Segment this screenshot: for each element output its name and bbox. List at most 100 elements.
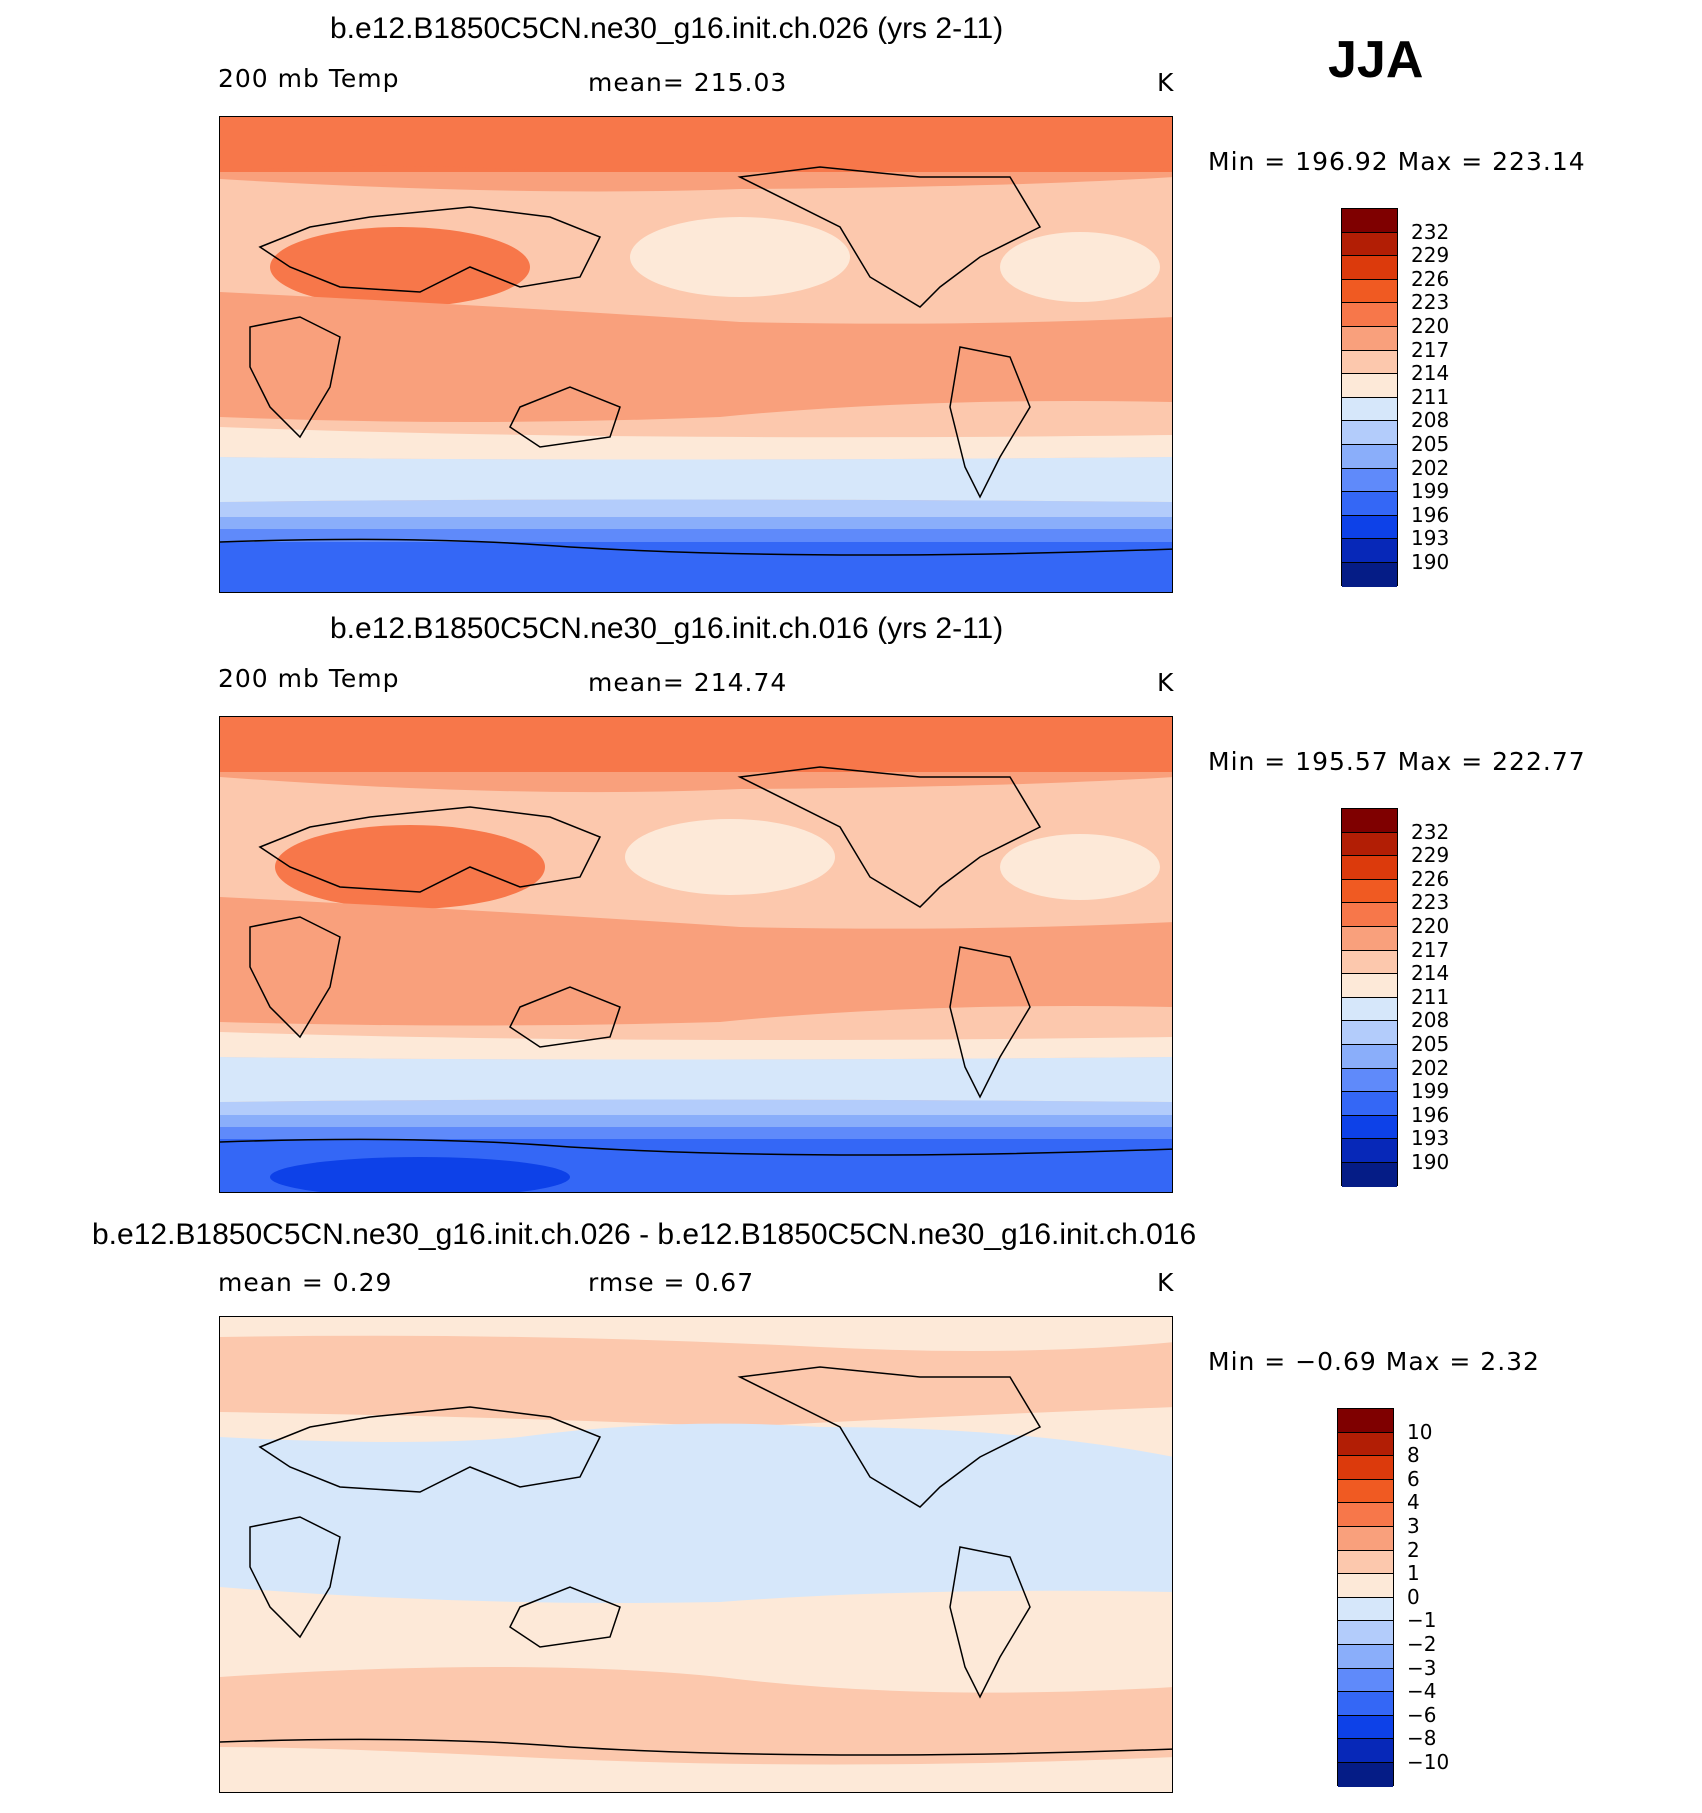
colorbar-tick-label: 208	[1411, 408, 1450, 433]
colorbar-swatch	[1342, 1162, 1397, 1187]
colorbar-swatch	[1342, 950, 1397, 975]
panel-3-mean-label: mean = 0.29	[218, 1268, 393, 1297]
colorbar-swatch	[1342, 903, 1397, 927]
colorbar-swatch	[1342, 256, 1397, 280]
panel-2-contour-field	[220, 717, 1172, 1192]
colorbar-swatch	[1338, 1692, 1393, 1716]
colorbar-swatch	[1338, 1621, 1393, 1645]
colorbar-swatch	[1342, 1115, 1397, 1140]
colorbar-tick-label: 205	[1411, 432, 1450, 456]
panel-1-contour-field	[220, 117, 1172, 592]
colorbar-swatch	[1338, 1479, 1393, 1504]
panel-1-map	[219, 116, 1173, 593]
panel-3-title: b.e12.B1850C5CN.ne30_g16.init.ch.026 - b…	[92, 1218, 1197, 1251]
colorbar-swatch	[1338, 1762, 1393, 1787]
colorbar-swatch	[1342, 350, 1397, 375]
panel-2-colorbar	[1341, 808, 1398, 1187]
colorbar-tick-label: 1	[1407, 1561, 1420, 1586]
colorbar-swatch	[1338, 1715, 1393, 1740]
panel-3-min-max: Min = −0.69 Max = 2.32	[1208, 1347, 1540, 1376]
colorbar-swatch	[1342, 326, 1397, 351]
colorbar-tick-label: 220	[1411, 314, 1450, 338]
colorbar-swatch	[1338, 1739, 1393, 1763]
colorbar-tick-label: −6	[1407, 1702, 1437, 1727]
colorbar-tick-label: 205	[1411, 1032, 1450, 1056]
colorbar-swatch	[1342, 232, 1397, 257]
colorbar-tick-label: 8	[1407, 1443, 1420, 1468]
colorbar-tick-label: 214	[1411, 361, 1450, 386]
panel-3-map	[219, 1316, 1173, 1793]
colorbar-swatch	[1342, 492, 1397, 516]
colorbar-swatch	[1342, 1021, 1397, 1045]
colorbar-tick-label: 199	[1411, 1079, 1450, 1104]
colorbar-tick-label: 229	[1411, 843, 1450, 868]
panel-2-units-label: K	[1157, 668, 1175, 697]
panel-1-variable-label: 200 mb Temp	[218, 64, 400, 93]
panel-3-colorbar	[1337, 1408, 1394, 1787]
colorbar-tick-label: 190	[1411, 1150, 1450, 1174]
colorbar-swatch	[1338, 1503, 1393, 1527]
colorbar-tick-label: 232	[1411, 819, 1450, 844]
colorbar-swatch	[1342, 209, 1397, 233]
season-label: JJA	[1328, 31, 1424, 89]
colorbar-swatch	[1342, 879, 1397, 904]
colorbar-swatch	[1342, 397, 1397, 422]
colorbar-tick-label: −4	[1407, 1679, 1437, 1704]
colorbar-tick-label: −1	[1407, 1608, 1437, 1633]
panel-2-map	[219, 716, 1173, 1193]
colorbar-tick-label: 193	[1411, 526, 1450, 551]
colorbar-swatch	[1342, 832, 1397, 857]
colorbar-tick-label: 211	[1411, 984, 1450, 1009]
colorbar-swatch	[1342, 1139, 1397, 1163]
panel-3-contour-field	[220, 1317, 1172, 1792]
colorbar-tick-label: 199	[1411, 479, 1450, 504]
colorbar-swatch	[1342, 1092, 1397, 1116]
colorbar-tick-label: −2	[1407, 1632, 1437, 1656]
colorbar-swatch	[1342, 515, 1397, 540]
colorbar-swatch	[1342, 468, 1397, 493]
colorbar-swatch	[1338, 1409, 1393, 1433]
colorbar-swatch	[1342, 421, 1397, 445]
colorbar-swatch	[1342, 303, 1397, 327]
colorbar-tick-label: 232	[1411, 219, 1450, 244]
colorbar-swatch	[1338, 1597, 1393, 1622]
colorbar-tick-label: 0	[1407, 1584, 1420, 1609]
colorbar-tick-label: 196	[1411, 1102, 1450, 1127]
colorbar-swatch	[1342, 974, 1397, 998]
colorbar-swatch	[1342, 856, 1397, 880]
colorbar-swatch	[1338, 1550, 1393, 1575]
colorbar-tick-label: 223	[1411, 890, 1450, 915]
colorbar-tick-label: 3	[1407, 1514, 1420, 1538]
colorbar-tick-label: 2	[1407, 1537, 1420, 1562]
panel-2-variable-label: 200 mb Temp	[218, 664, 400, 693]
colorbar-tick-label: −10	[1407, 1750, 1450, 1774]
colorbar-tick-label: 223	[1411, 290, 1450, 315]
colorbar-swatch	[1342, 926, 1397, 951]
colorbar-tick-label: 208	[1411, 1008, 1450, 1033]
colorbar-tick-label: −3	[1407, 1655, 1437, 1680]
panel-2-mean-label: mean= 214.74	[588, 668, 788, 697]
colorbar-swatch	[1342, 444, 1397, 469]
colorbar-tick-label: 190	[1411, 550, 1450, 574]
colorbar-tick-label: 220	[1411, 914, 1450, 938]
colorbar-tick-label: 226	[1411, 266, 1450, 291]
colorbar-tick-label: 10	[1407, 1419, 1433, 1444]
colorbar-tick-label: 214	[1411, 961, 1450, 986]
panel-1-colorbar	[1341, 208, 1398, 587]
panel-1-title: b.e12.B1850C5CN.ne30_g16.init.ch.026 (yr…	[330, 12, 1004, 45]
colorbar-swatch	[1342, 539, 1397, 563]
colorbar-tick-label: 211	[1411, 384, 1450, 409]
colorbar-tick-label: 226	[1411, 866, 1450, 891]
panel-3-units-label: K	[1157, 1268, 1175, 1297]
panel-2-min-max: Min = 195.57 Max = 222.77	[1208, 747, 1586, 776]
colorbar-swatch	[1338, 1432, 1393, 1457]
colorbar-swatch	[1342, 809, 1397, 833]
colorbar-tick-label: −8	[1407, 1726, 1437, 1751]
panel-2-title: b.e12.B1850C5CN.ne30_g16.init.ch.016 (yr…	[330, 612, 1004, 645]
colorbar-tick-label: 217	[1411, 937, 1450, 962]
colorbar-tick-label: 6	[1407, 1466, 1420, 1491]
colorbar-swatch	[1342, 562, 1397, 587]
colorbar-tick-label: 229	[1411, 243, 1450, 268]
colorbar-tick-label: 202	[1411, 455, 1450, 480]
colorbar-swatch	[1338, 1456, 1393, 1480]
